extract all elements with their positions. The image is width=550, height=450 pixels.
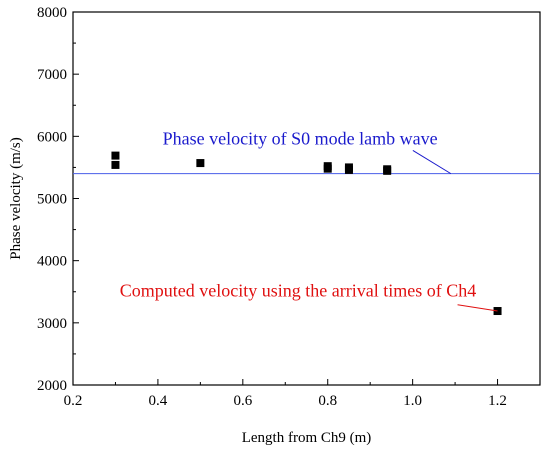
x-axis-title: Length from Ch9 (m) xyxy=(242,430,372,446)
x-tick-label: 1.0 xyxy=(403,393,422,409)
data-point xyxy=(344,165,353,174)
annotation-text: Phase velocity of S0 mode lamb wave xyxy=(163,128,438,148)
annotation-text: Computed velocity using the arrival time… xyxy=(120,281,476,301)
ticks-layer: 0.2 0.4 0.6 0.8 1.0 1.2 2000 3000 4000 5000 6000 70… xyxy=(37,5,507,409)
y-tick-label: 3000 xyxy=(37,316,67,332)
y-tick-label: 8000 xyxy=(37,5,67,21)
x-tick-label: 1.2 xyxy=(488,393,507,409)
x-tick-label: 0.8 xyxy=(318,393,337,409)
x-tick-label: 0.2 xyxy=(64,393,83,409)
y-tick-label: 6000 xyxy=(37,129,67,145)
annotation-pointer xyxy=(457,304,498,312)
data-point xyxy=(111,151,120,160)
annotations-layer: Phase velocity of S0 mode lamb wave Compu… xyxy=(120,128,498,312)
data-point xyxy=(196,159,205,168)
data-point xyxy=(323,164,332,173)
plot-frame xyxy=(72,11,541,386)
y-tick-label: 5000 xyxy=(37,192,67,208)
data-point xyxy=(383,166,392,175)
y-tick-label: 7000 xyxy=(37,67,67,83)
data-point xyxy=(111,160,120,169)
x-tick-label: 0.4 xyxy=(149,393,168,409)
y-axis-title: Phase velocity (m/s) xyxy=(8,137,24,259)
x-tick-label: 0.6 xyxy=(233,393,252,409)
annotation-pointer xyxy=(412,149,452,175)
y-tick-label: 2000 xyxy=(37,378,67,394)
y-tick-label: 4000 xyxy=(37,254,67,270)
